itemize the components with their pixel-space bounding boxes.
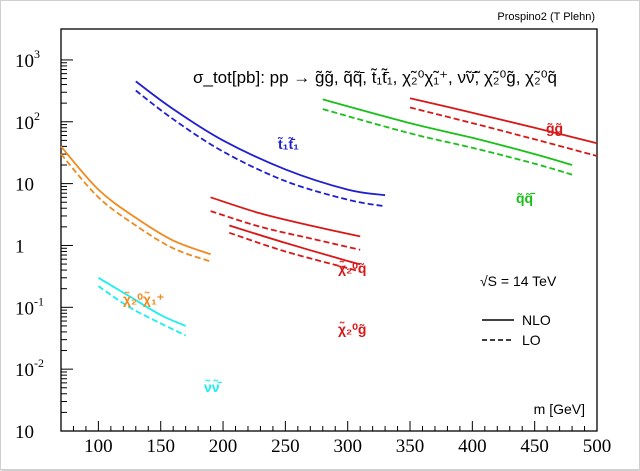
curve-gg-nlo: [409, 97, 598, 145]
legend-lo-label: LO: [522, 332, 541, 348]
label-chi2g: χ̃₂⁰g̃: [338, 320, 366, 337]
x-tick-label-150: 150: [146, 436, 175, 457]
curve-t1t1-nlo: [135, 80, 386, 197]
curve-t1t1-lo: [135, 89, 386, 208]
curve-chi2g-lo: [229, 231, 361, 273]
credit-label: Prospino2 (T Plehn): [497, 11, 595, 23]
y-tick-label-2: 10: [15, 175, 34, 196]
label-nunu: ν̃ν̃̄: [204, 378, 223, 395]
x-tick-label-200: 200: [209, 436, 238, 457]
curve-chi2q-lo: [210, 210, 361, 251]
label-chi2chi1: χ̃₂⁰χ̃₁⁺: [123, 290, 164, 307]
y-tick-label-0: 103: [15, 47, 40, 72]
curve-chi2q-nlo: [210, 196, 361, 238]
x-axis-label: m [GeV]: [534, 401, 585, 417]
x-tick-label-500: 500: [583, 436, 612, 457]
curve-chi2chi1-lo: [60, 153, 211, 263]
y-tick-label-3: 1: [15, 236, 25, 257]
y-tick-label-6: 10: [15, 422, 34, 443]
curve-nunu-lo: [97, 285, 187, 337]
y-tick-label-4: 10-1: [15, 294, 44, 319]
label-t1t1: t̃₁t̃̄₁: [277, 136, 299, 152]
energy-label: √S = 14 TeV: [480, 273, 557, 289]
x-axis: 100 150 200 250 300 350 400 450 500: [72, 421, 612, 457]
x-tick-label-250: 250: [271, 436, 300, 457]
x-tick-label-400: 400: [458, 436, 487, 457]
legend-nlo-label: NLO: [522, 312, 551, 328]
curve-qq-lo: [322, 108, 573, 176]
x-tick-label-350: 350: [396, 436, 425, 457]
plot-area: [60, 28, 598, 432]
label-qq: q̃q̃̄: [516, 190, 536, 206]
curve-qq-nlo: [322, 98, 573, 166]
curve-chi2g-nlo: [229, 224, 361, 265]
series-curves: [60, 80, 598, 337]
label-chi2q: χ̃₂⁰q̃: [338, 259, 366, 276]
chart-title: σ_tot[pb]: pp → g̃g̃, q̃q̃̄, t̃₁t̃̄₁, χ̃…: [193, 68, 557, 87]
legend: NLO LO: [482, 312, 551, 348]
x-tick-label-300: 300: [333, 436, 362, 457]
curve-gg-lo: [409, 106, 598, 157]
label-gg: g̃g̃: [546, 120, 563, 136]
x-tick-label-450: 450: [520, 436, 549, 457]
y-tick-label-1: 102: [15, 109, 40, 134]
curve-chi2chi1-nlo: [60, 145, 211, 256]
x-tick-label-100: 100: [84, 436, 113, 457]
y-tick-label-5: 10-2: [15, 356, 44, 381]
curve-nunu-nlo: [97, 277, 187, 327]
